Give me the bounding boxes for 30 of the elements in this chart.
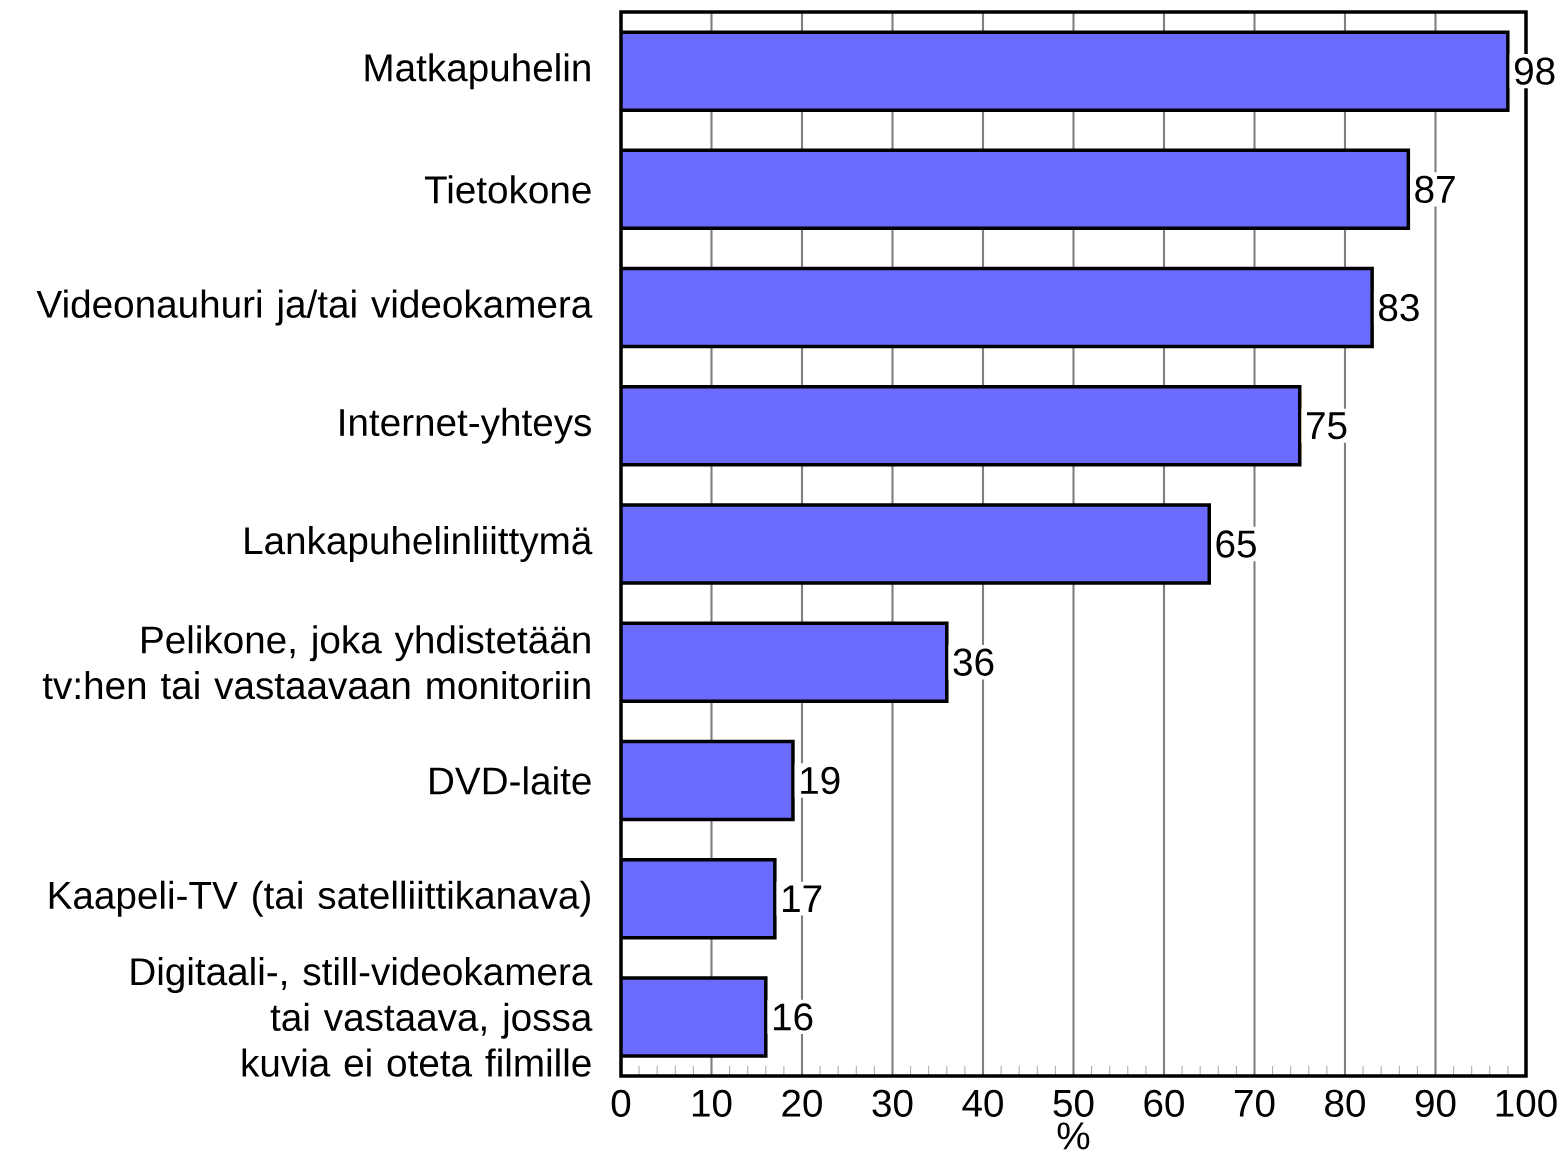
y-tick-label: Tietokone [424,175,591,204]
x-tick-label: 100 [1496,1089,1557,1117]
data-label: 17 [783,885,822,912]
y-tick-label: Digitaali-, still-videokamera tai vastaava, jossa kuvia ei oteta filmille [131,957,593,1077]
y-tick-label: Matkapuhelin [365,53,590,90]
x-tick-label: 20 [782,1089,822,1117]
x-tick-label: 70 [1234,1089,1275,1117]
x-tick-label: 10 [692,1089,732,1117]
y-tick-label: Lankapuhelinliittymä [245,526,593,562]
data-label: 19 [801,766,840,795]
x-tick-label: 50 [1053,1089,1094,1117]
x-tick-label: 40 [962,1089,1003,1117]
x-tick-label: 30 [872,1089,913,1117]
y-tick-label: Internet-yhteys [340,407,591,444]
y-tick-label: Pelikone, joka yhdistetään tv:hen tai vastaavaan monitoriin [42,625,590,700]
data-label: 16 [773,1003,813,1031]
x-tick-label: 80 [1325,1089,1365,1117]
x-axis-title: % [1057,1122,1090,1150]
data-label: 87 [1415,175,1455,204]
data-label: 65 [1216,530,1256,558]
y-tick-label: Kaapeli-TV (tai satelliittikanava) [49,880,590,917]
x-tick-label: 0 [611,1089,631,1117]
x-tick-label: 90 [1415,1089,1456,1117]
data-label: 83 [1379,293,1419,322]
data-label: 75 [1307,412,1347,440]
y-tick-label: DVD-laite [430,766,591,795]
data-label: 36 [953,648,994,676]
x-tick-label: 60 [1144,1089,1184,1117]
y-tick-label: Videonauhuri ja/tai videokamera [36,289,593,326]
data-label: 98 [1514,57,1555,85]
